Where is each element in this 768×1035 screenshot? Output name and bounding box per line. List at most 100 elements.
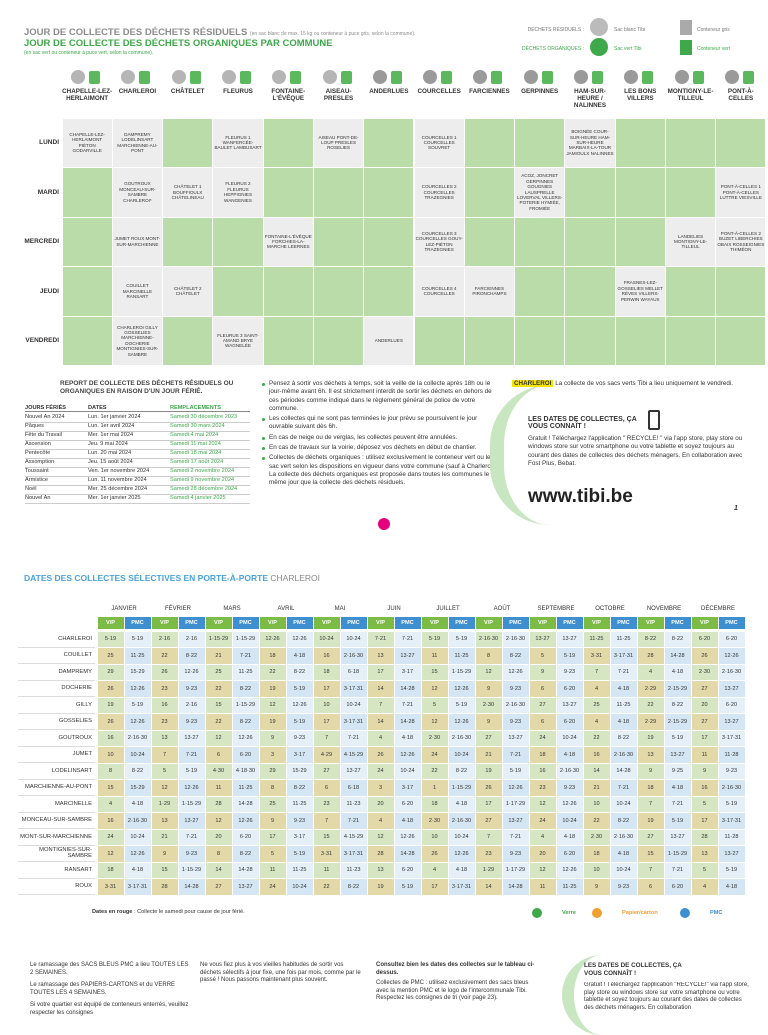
commune-name: CHARLEROI [18,631,95,648]
date-cell: 8·22 [664,697,691,713]
date-cell: 3 [367,780,394,796]
legend-organiques: DÉCHETS ORGANIQUES : [522,46,584,52]
date-cell: 3·17·31 [340,846,367,862]
date-cell: 1·15·29 [232,631,259,647]
date-cell: 12 [421,681,448,697]
date-cell: 15 [637,846,664,862]
date-cell: 13·27 [664,829,691,845]
icon-bin-grey [680,20,692,35]
date-cell: 13·27 [178,730,205,746]
day-cell [716,267,766,316]
day-cell [464,118,515,167]
day-cell [464,168,515,217]
date-cell: 11·28 [718,747,745,763]
commune-header: COURCELLES [417,88,461,95]
day-cell [615,316,665,365]
date-cell: 9 [475,681,502,697]
charleroi-tag: CHARLEROI [512,380,554,387]
commune-header: ANDERLUES [369,88,409,95]
date-cell: 3·17·31 [340,714,367,730]
commune-header: GERPINNES [521,88,559,95]
date-cell: 8 [475,648,502,664]
holiday-cell: Mer. 1er mai 2024 [88,432,170,441]
month-header: NOVEMBRE [646,606,682,612]
date-cell: 12·26 [124,714,151,730]
date-cell: 14·28 [394,714,421,730]
date-cell: 2·16·30 [124,813,151,829]
date-cell: 9 [475,714,502,730]
holiday-cell: Pâques [25,423,88,432]
holiday-cell: Fête du Travail [25,432,88,441]
day-cell: CHÂTELET 2 CHÂTELET [163,267,213,316]
date-cell: 7·21 [178,747,205,763]
app-text: Gratuit ! Téléchargez l'application " RE… [528,435,743,467]
date-cell: 3·31 [97,879,124,895]
charleroi-note: CHARLEROI La collecte de vos sacs verts … [512,380,752,388]
date-cell: 24 [367,763,394,779]
holiday-cell: Samedi 9 novembre 2024 [170,477,250,486]
bullet [262,418,265,422]
date-cell: 17 [691,813,718,829]
day-cell [414,316,464,365]
date-cell: 5·19 [394,879,421,895]
sub-header: PMC [664,617,691,629]
date-cell: 21 [583,780,610,796]
holiday-cell: Lun. 1er avril 2024 [88,423,170,432]
icon-bag-green [590,38,608,56]
date-cell: 19 [637,813,664,829]
holiday-cell: Samedi 4 mai 2024 [170,432,250,441]
date-cell: 12 [259,697,286,713]
date-cell: 9 [259,730,286,746]
sub-header: PMC [178,617,205,629]
title1-note: (en sac blanc de max. 15 kg ou conteneur… [249,31,416,37]
sub-header: PMC [124,617,151,629]
date-cell: 7·21 [367,631,394,647]
date-cell: 8·22 [448,763,475,779]
date-cell: 9·23 [610,879,637,895]
day-cell [163,316,213,365]
date-cell: 10 [421,829,448,845]
date-cell: 25 [205,664,232,680]
date-cell: 17 [691,730,718,746]
day-cell [313,267,364,316]
icon-bin [240,71,251,84]
date-cell: 7 [583,664,610,680]
month-header: SEPTEMBRE [537,606,575,612]
day-cell: AISEAU PONT-DE-LOUP PRESLES ROSELIES [313,118,364,167]
sub-header: PMC [232,617,259,629]
date-cell: 22 [205,714,232,730]
date-cell: 4·18·30 [232,763,259,779]
date-cell: 12·26 [448,681,475,697]
date-cell: 12·26 [124,681,151,697]
date-cell: 9·23 [178,681,205,697]
date-cell: 11·25 [610,697,637,713]
date-cell: 18 [637,780,664,796]
phone-icon [648,410,660,430]
date-cell: 15·29 [124,664,151,680]
footer-bullet: Le ramassage des PAPIERS-CARTONS et du V… [30,982,176,996]
date-cell: 12 [151,780,178,796]
date-cell: 7·21 [232,648,259,664]
date-cell: 6·20 [664,879,691,895]
icon-person [724,70,739,84]
holiday-cell: Mer. 25 décembre 2024 [88,486,170,495]
date-cell: 27 [475,730,502,746]
date-cell: 5 [529,648,556,664]
day-cell [515,316,565,365]
date-cell: 3·17·31 [610,648,637,664]
day-cell [62,316,112,365]
date-cell: 11·25 [124,648,151,664]
date-cell: 24 [97,829,124,845]
date-cell: 13·27 [502,813,529,829]
date-cell: 7 [367,697,394,713]
date-cell: 15 [205,697,232,713]
date-cell: 5·19 [718,796,745,812]
date-cell: 5·19 [124,697,151,713]
legend-label: PMC [710,910,723,916]
date-cell: 11·28 [718,829,745,845]
footer-bullet: Le ramassage des SACS BLEUS PMC a lieu T… [30,962,189,976]
date-cell: 12·26 [178,664,205,680]
date-cell: 23 [151,681,178,697]
commune-name: DAMPREMY [18,664,95,681]
icon-person [71,70,86,84]
